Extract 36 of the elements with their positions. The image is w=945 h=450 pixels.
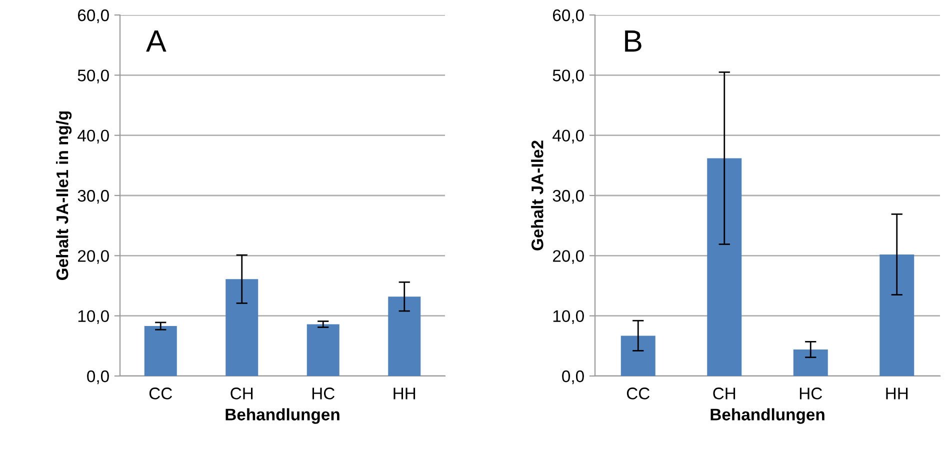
- x-tick-label: HH: [394, 388, 416, 400]
- annotation: A: [146, 30, 166, 52]
- y-axis-title: Gehalt JA-Ile1 in ng/g: [56, 111, 72, 280]
- bar: [620, 336, 656, 376]
- y-tick-label: 50,0: [552, 70, 584, 84]
- x-tick-label: CC: [149, 388, 172, 400]
- bar: [880, 254, 914, 376]
- bar: [793, 350, 828, 376]
- y-tick-label: 30,0: [552, 190, 584, 204]
- y-tick-label: 20,0: [78, 250, 109, 264]
- y-tick-label: 60,0: [78, 9, 109, 24]
- y-tick-label: 50,0: [78, 70, 109, 84]
- y-tick-label: 0,0: [562, 370, 584, 384]
- annotation: B: [625, 30, 642, 52]
- bar: [388, 296, 421, 376]
- y-tick-label: 30,0: [78, 190, 109, 204]
- x-axis-title: Behandlungen: [226, 408, 340, 424]
- bar: [144, 326, 177, 376]
- bar: [306, 324, 340, 376]
- bar: [226, 279, 258, 376]
- y-axis-title: Gehalt JA-Ile2: [531, 140, 544, 250]
- y-tick-label: 0,0: [87, 370, 109, 384]
- y-tick-label: 20,0: [552, 250, 584, 264]
- y-tick-label: 10,0: [553, 310, 584, 324]
- x-tick-label: CC: [626, 388, 650, 400]
- x-tick-label: HC: [800, 388, 822, 400]
- bar: [707, 158, 742, 376]
- x-tick-label: CH: [713, 388, 736, 400]
- y-tick-label: 40,0: [552, 130, 584, 144]
- y-tick-label: 60,0: [552, 9, 584, 24]
- y-tick-label: 10,0: [78, 310, 109, 324]
- x-axis-title: Behandlungen: [710, 408, 824, 424]
- x-tick-label: HC: [312, 388, 335, 400]
- y-tick-label: 40,0: [78, 130, 109, 144]
- x-tick-label: CH: [230, 388, 253, 400]
- x-tick-label: HH: [886, 388, 908, 400]
